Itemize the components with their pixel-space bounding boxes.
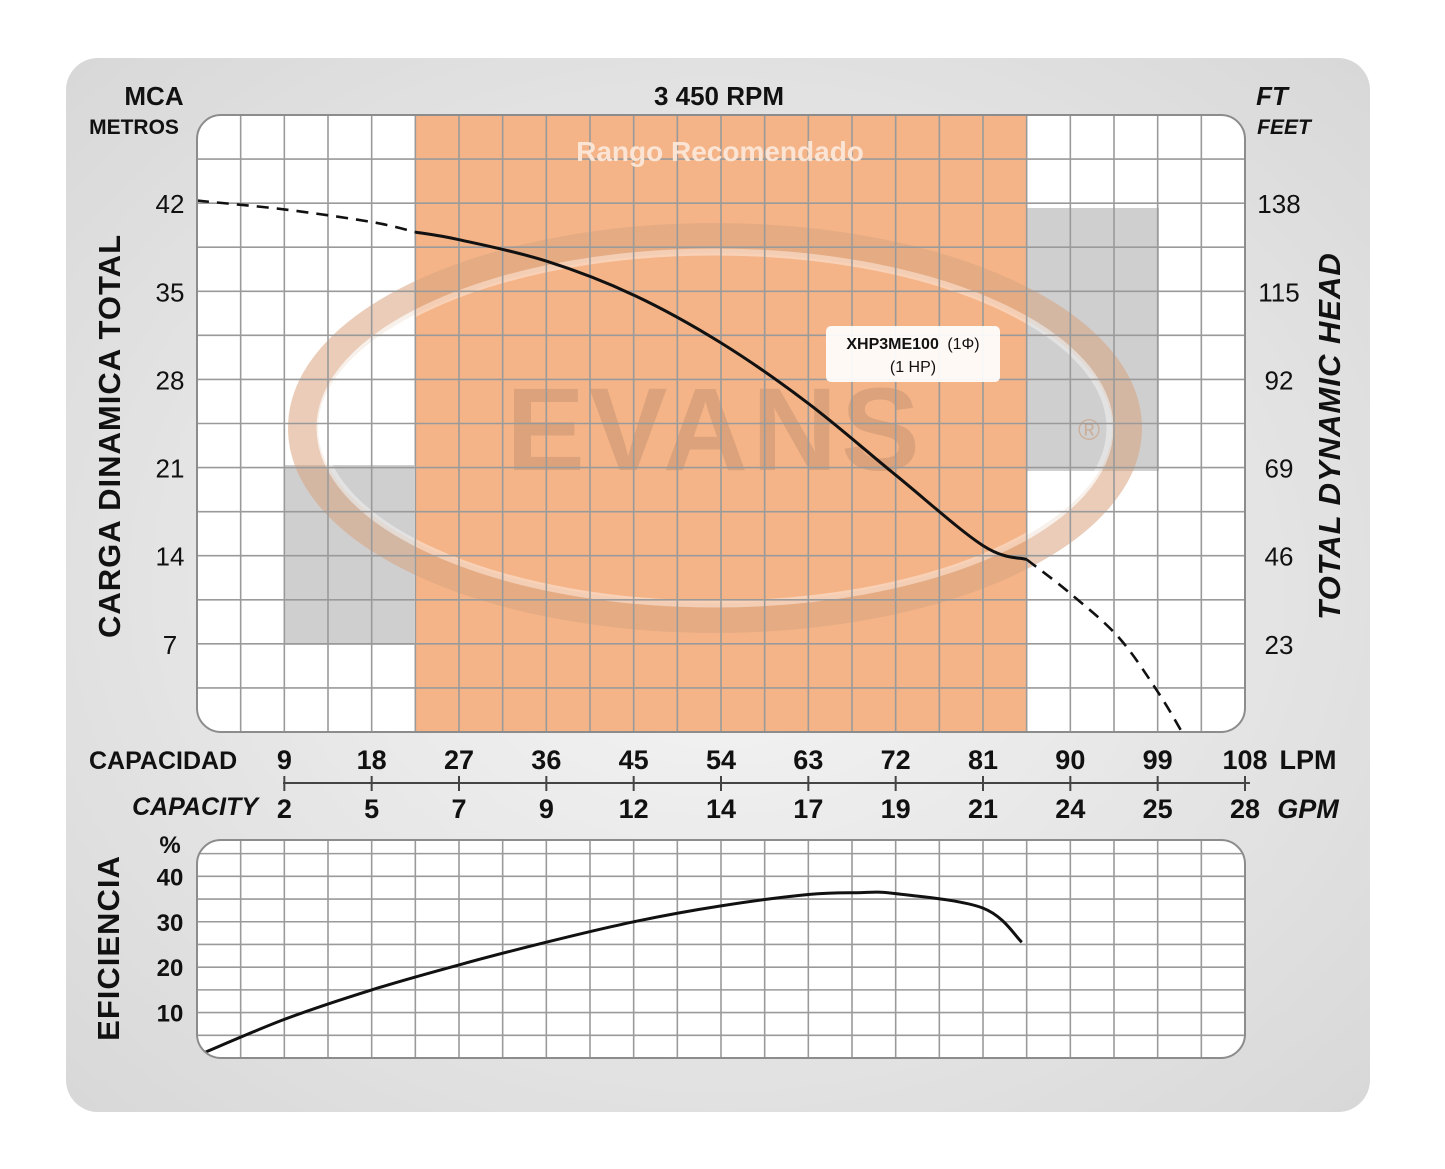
left-axis-title: CARGA DINAMICA TOTAL xyxy=(92,234,127,638)
head-curve-dashed-end xyxy=(1025,558,1184,732)
lpm-tick-label: 27 xyxy=(444,745,474,775)
svg-text:®: ® xyxy=(1078,414,1100,447)
model-name: XHP3ME100 xyxy=(846,336,939,353)
capacity-en-label: CAPACITY xyxy=(132,793,260,821)
head-plot-area: EVANS ® Rango Recomendado XHP3ME100 (1Φ)… xyxy=(196,114,1246,733)
gpm-unit: GPM xyxy=(1277,794,1339,824)
efficiency-tick-labels: 10 20 30 40 xyxy=(157,864,184,1027)
left-tick-label: 35 xyxy=(156,277,185,307)
lpm-tick-label: 108 xyxy=(1222,745,1267,775)
efficiency-grid xyxy=(197,840,1245,1058)
rpm-label: 3 450 RPM xyxy=(654,81,784,111)
gpm-tick-label: 28 xyxy=(1230,794,1260,824)
right-unit-label: FT xyxy=(1256,81,1290,111)
gpm-tick-label: 2 xyxy=(277,794,292,824)
right-tick-label: 115 xyxy=(1258,277,1299,307)
gpm-tick-label: 7 xyxy=(451,794,466,824)
recommended-range-label: Rango Recomendado xyxy=(576,136,864,167)
left-tick-label: 21 xyxy=(156,454,185,484)
left-tick-labels: 7 14 21 28 35 42 xyxy=(156,189,185,660)
gpm-tick-label: 17 xyxy=(793,794,823,824)
lpm-tick-label: 18 xyxy=(357,745,387,775)
left-tick-label: 7 xyxy=(163,630,177,660)
capacity-label: CAPACIDAD xyxy=(89,747,237,775)
efficiency-tick-label: 10 xyxy=(157,1001,184,1028)
left-unit-label: MCA xyxy=(124,81,183,111)
left-tick-label: 28 xyxy=(156,365,185,395)
efficiency-tick-label: 40 xyxy=(157,864,184,891)
model-phase: (1Φ) xyxy=(947,336,979,353)
svg-text:XHP3ME100 (1Φ): XHP3ME100 (1Φ) xyxy=(846,336,979,353)
capacity-ticks: 9 2 18 5 27 7 36 9 45 12 54 14 63 17 72 19 81 21 90 24 99 25 1… xyxy=(277,745,1268,824)
lpm-tick-label: 36 xyxy=(531,745,561,775)
gpm-tick-label: 24 xyxy=(1055,794,1085,824)
efficiency-curve xyxy=(197,890,1023,1058)
efficiency-tick-label: 20 xyxy=(157,955,184,982)
lpm-tick-label: 90 xyxy=(1055,745,1085,775)
head-curve xyxy=(415,230,1028,561)
efficiency-plot-area xyxy=(196,839,1246,1059)
head-grid xyxy=(197,115,1245,732)
watermark-text: EVANS xyxy=(506,364,924,496)
watermark: EVANS ® xyxy=(288,223,1142,633)
gpm-tick-label: 19 xyxy=(881,794,911,824)
gpm-tick-label: 5 xyxy=(364,794,379,824)
lpm-tick-label: 81 xyxy=(968,745,998,775)
gpm-tick-label: 14 xyxy=(706,794,736,824)
lpm-tick-label: 45 xyxy=(619,745,649,775)
right-tick-label: 138 xyxy=(1257,189,1300,219)
lpm-tick-label: 72 xyxy=(881,745,911,775)
right-tick-label: 46 xyxy=(1265,542,1294,572)
lpm-tick-label: 54 xyxy=(706,745,736,775)
head-curve-dashed-start xyxy=(197,199,416,234)
gpm-tick-label: 21 xyxy=(968,794,998,824)
right-axis-title: TOTAL DYNAMIC HEAD xyxy=(1312,252,1347,620)
gpm-tick-label: 12 xyxy=(619,794,649,824)
left-tick-label: 14 xyxy=(156,542,185,572)
model-power: (1 HP) xyxy=(890,359,936,376)
efficiency-tick-label: 30 xyxy=(157,910,184,937)
left-tick-label: 42 xyxy=(156,189,185,219)
model-label-box: XHP3ME100 (1Φ) (1 HP) xyxy=(826,326,1000,382)
right-tick-labels: 23 46 69 92 115 138 xyxy=(1257,189,1300,660)
right-tick-label: 92 xyxy=(1265,365,1294,395)
lpm-tick-label: 99 xyxy=(1143,745,1173,775)
gpm-tick-label: 25 xyxy=(1143,794,1173,824)
lpm-tick-label: 9 xyxy=(277,745,292,775)
lpm-tick-label: 63 xyxy=(793,745,823,775)
right-tick-label: 23 xyxy=(1265,630,1294,660)
right-tick-label: 69 xyxy=(1265,454,1294,484)
right-unit-sublabel: FEET xyxy=(1257,116,1313,139)
gpm-tick-label: 9 xyxy=(539,794,554,824)
left-unit-sublabel: METROS xyxy=(89,116,179,139)
efficiency-unit: % xyxy=(159,832,180,859)
lpm-unit: LPM xyxy=(1280,745,1337,775)
efficiency-axis-title: EFICIENCIA xyxy=(91,855,126,1041)
